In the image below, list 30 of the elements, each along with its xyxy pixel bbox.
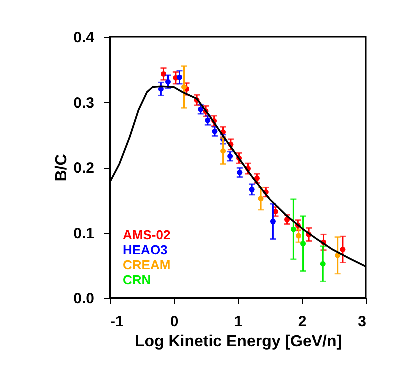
point <box>249 186 255 192</box>
point <box>300 241 306 247</box>
point <box>335 252 341 258</box>
text: HEAO3 <box>123 242 168 258</box>
x-tick-label: 2 <box>298 314 307 330</box>
text: CRN <box>123 272 152 288</box>
x-axis-title: Log Kinetic Energy [GeV/n] <box>134 334 342 350</box>
point <box>166 79 171 85</box>
text: CREAM <box>123 258 171 272</box>
y-tick-label: 0.3 <box>74 94 94 112</box>
text: AMS-02 <box>123 228 171 242</box>
point <box>290 226 296 232</box>
point <box>177 74 182 80</box>
point <box>340 246 346 252</box>
y-tick-label: 0.1 <box>74 225 94 242</box>
point <box>296 233 302 239</box>
point <box>258 196 264 202</box>
x-tick-label: -1 <box>110 314 124 330</box>
point <box>220 148 226 154</box>
x-tick-label: 1 <box>234 314 243 330</box>
point <box>161 71 166 77</box>
point <box>270 218 276 224</box>
x-tick-label: 3 <box>358 314 366 330</box>
y-axis-title: B/C <box>54 154 71 182</box>
point <box>182 84 187 90</box>
x-tick-label: 0 <box>170 314 179 330</box>
y-tick-label: 0.0 <box>74 290 94 308</box>
y-tick-label: 0.2 <box>74 160 94 177</box>
point <box>320 261 326 267</box>
y-tick-label: 0.4 <box>74 30 96 46</box>
